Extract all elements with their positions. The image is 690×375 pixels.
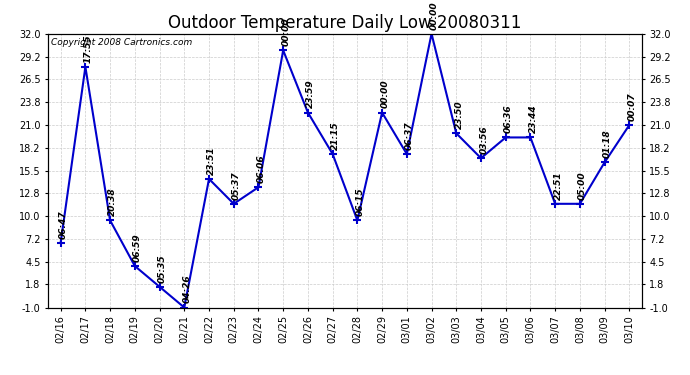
Text: 23:50: 23:50 [455, 100, 464, 129]
Text: 23:51: 23:51 [207, 146, 216, 175]
Text: 01:18: 01:18 [603, 129, 612, 158]
Text: 23:59: 23:59 [306, 80, 315, 108]
Text: 06:47: 06:47 [59, 210, 68, 238]
Text: 05:37: 05:37 [232, 171, 241, 200]
Text: Copyright 2008 Cartronics.com: Copyright 2008 Cartronics.com [51, 38, 193, 47]
Text: 05:00: 05:00 [578, 171, 587, 200]
Text: 06:15: 06:15 [355, 188, 364, 216]
Text: 06:36: 06:36 [504, 105, 513, 133]
Title: Outdoor Temperature Daily Low 20080311: Outdoor Temperature Daily Low 20080311 [168, 14, 522, 32]
Text: 00:00: 00:00 [380, 80, 389, 108]
Text: 00:00: 00:00 [282, 18, 290, 46]
Text: 05:35: 05:35 [158, 254, 167, 283]
Text: 06:06: 06:06 [257, 154, 266, 183]
Text: 00:00: 00:00 [430, 1, 439, 30]
Text: 00:07: 00:07 [628, 92, 637, 121]
Text: 17:55: 17:55 [83, 34, 92, 63]
Text: 22:51: 22:51 [553, 171, 562, 200]
Text: 06:37: 06:37 [405, 121, 414, 150]
Text: 03:56: 03:56 [480, 125, 489, 154]
Text: 04:26: 04:26 [183, 275, 192, 303]
Text: 23:44: 23:44 [529, 105, 538, 133]
Text: 06:59: 06:59 [133, 233, 142, 262]
Text: 20:38: 20:38 [108, 188, 117, 216]
Text: 21:15: 21:15 [331, 121, 340, 150]
